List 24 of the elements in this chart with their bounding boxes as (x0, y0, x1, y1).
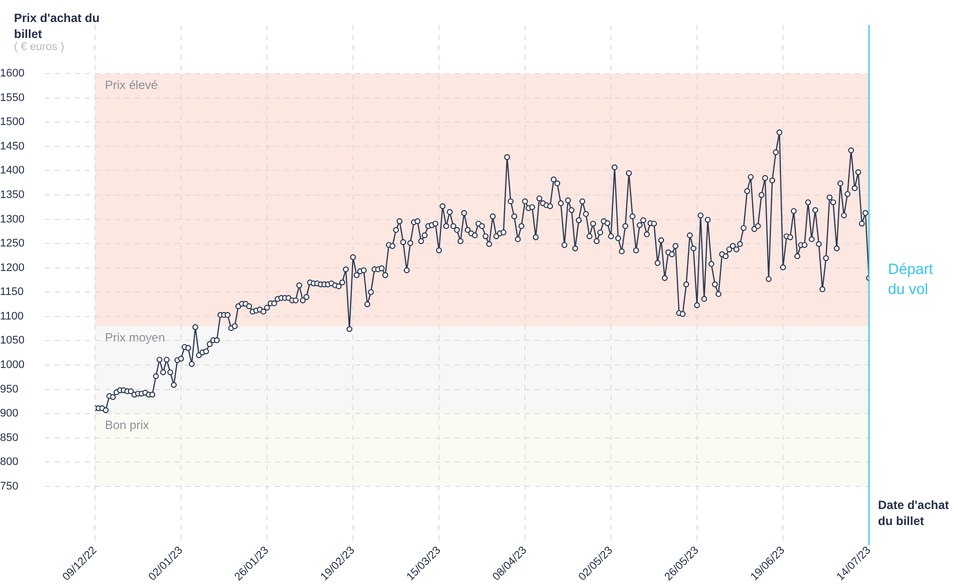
ref-line-label: Départ du vol (888, 260, 934, 300)
y-tick-label: 1050 (0, 334, 24, 347)
y-tick-label: 1000 (0, 359, 24, 372)
y-tick-label: 1400 (0, 164, 24, 177)
y-tick-label: 1300 (0, 213, 24, 226)
y-tick-label: 1450 (0, 140, 24, 152)
y-tick-label: 850 (0, 432, 18, 444)
text: ( € euros ) (14, 41, 64, 53)
y-tick-label: 750 (0, 480, 18, 492)
band-label: Bon prix (105, 418, 150, 432)
y-tick-label: 1350 (0, 189, 24, 202)
y-tick-label: 950 (0, 383, 18, 396)
y-tick-label: 800 (0, 456, 18, 468)
band-label: Prix élevé (105, 78, 158, 92)
y-tick-label: 1100 (0, 310, 24, 322)
y-tick-label: 1200 (0, 262, 24, 274)
y-tick-label: 900 (0, 408, 18, 420)
y-tick-label: 1150 (0, 286, 24, 298)
y-tick-label: 1250 (0, 238, 24, 250)
x-axis-title: Date d'achat du billet (878, 497, 950, 529)
y-axis-title: Prix d'achat du billet (14, 10, 101, 42)
y-tick-label: 1500 (0, 116, 24, 128)
y-tick-label: 1550 (0, 92, 24, 104)
y-tick-label: 1600 (0, 68, 24, 80)
